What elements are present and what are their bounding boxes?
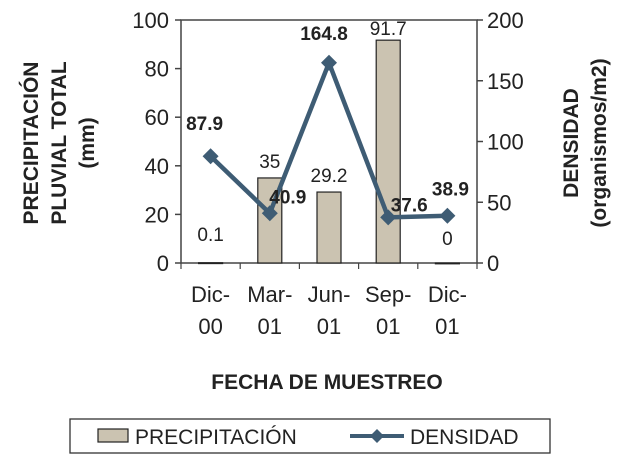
bar-data-label: 0 [442,229,453,250]
density-data-label: 164.8 [300,24,348,45]
left-axis-tick-label: 60 [145,105,169,130]
x-tick-label-line-2: 01 [258,314,282,339]
right-axis-tick-label: 100 [487,130,524,155]
left-axis-title-line-1: PRECIPITACIÓN [19,62,43,225]
bar [434,262,460,265]
left-axis-tick-label: 0 [157,251,169,276]
density-data-label: 37.6 [391,195,428,216]
bar [198,262,224,265]
legend-bar-swatch [97,428,129,443]
x-tick-label-line-1: Mar- [247,282,292,307]
left-axis-title-line-3: (mm) [76,117,99,168]
x-tick-label-line-1: Jun- [308,282,351,307]
bar-data-label: 91.7 [370,19,407,40]
left-axis-tick-label: 80 [145,57,169,82]
left-axis-tick-label: 40 [145,154,169,179]
right-axis-tick-label: 150 [487,69,524,94]
right-axis-title-line-2: (organismos/m2) [588,58,611,227]
x-tick-label-line-2: 01 [435,314,459,339]
x-tick-label-line-1: Sep- [365,282,411,307]
bar [316,191,342,264]
right-axis-title-line-1: DENSIDAD [560,88,583,198]
left-axis-tick-label: 20 [145,202,169,227]
left-axis-tick-label: 100 [132,8,169,33]
left-axis-title: PRECIPITACIÓN PLUVIAL TOTAL (mm) [19,61,99,225]
right-axis-tick-label: 200 [487,8,524,33]
legend-label-densidad: DENSIDAD [410,426,519,449]
density-point [321,54,337,71]
x-tick-label-line-1: Dic- [428,282,467,307]
legend-border [69,418,551,454]
x-axis-title: FECHA DE MUESTREO [211,371,442,394]
density-point [261,205,278,222]
bar [375,39,401,264]
density-data-label: 87.9 [186,114,223,135]
x-tick-label-line-2: 01 [317,314,341,339]
density-data-label: 38.9 [432,180,469,201]
legend-line-marker [370,429,384,443]
x-tick-label-line-1: Dic- [191,282,230,307]
bar-data-label: 35 [259,152,280,173]
plot-area: 0 20 40 60 80 100 0 50 100 150 200 Dic- 00 Mar- 01 Jun-… [132,8,523,339]
left-axis-title-line-2: PLUVIAL TOTAL [48,61,71,225]
right-axis-tick-label: 0 [487,251,499,276]
legend: PRECIPITACIÓN DENSIDAD [69,418,551,454]
legend-label-precipitacion: PRECIPITACIÓN [135,426,297,449]
right-axis-title: DENSIDAD (organismos/m2) [560,58,611,227]
density-point [202,148,219,165]
x-tick-label-line-2: 00 [198,314,222,339]
bar-data-label: 0.1 [197,225,223,246]
density-point [380,209,397,226]
bar-data-label: 29.2 [311,166,348,187]
x-tick-label-line-2: 01 [376,314,400,339]
density-point [439,207,456,224]
density-data-label: 40.9 [269,187,306,208]
right-axis-tick-label: 50 [487,190,511,215]
